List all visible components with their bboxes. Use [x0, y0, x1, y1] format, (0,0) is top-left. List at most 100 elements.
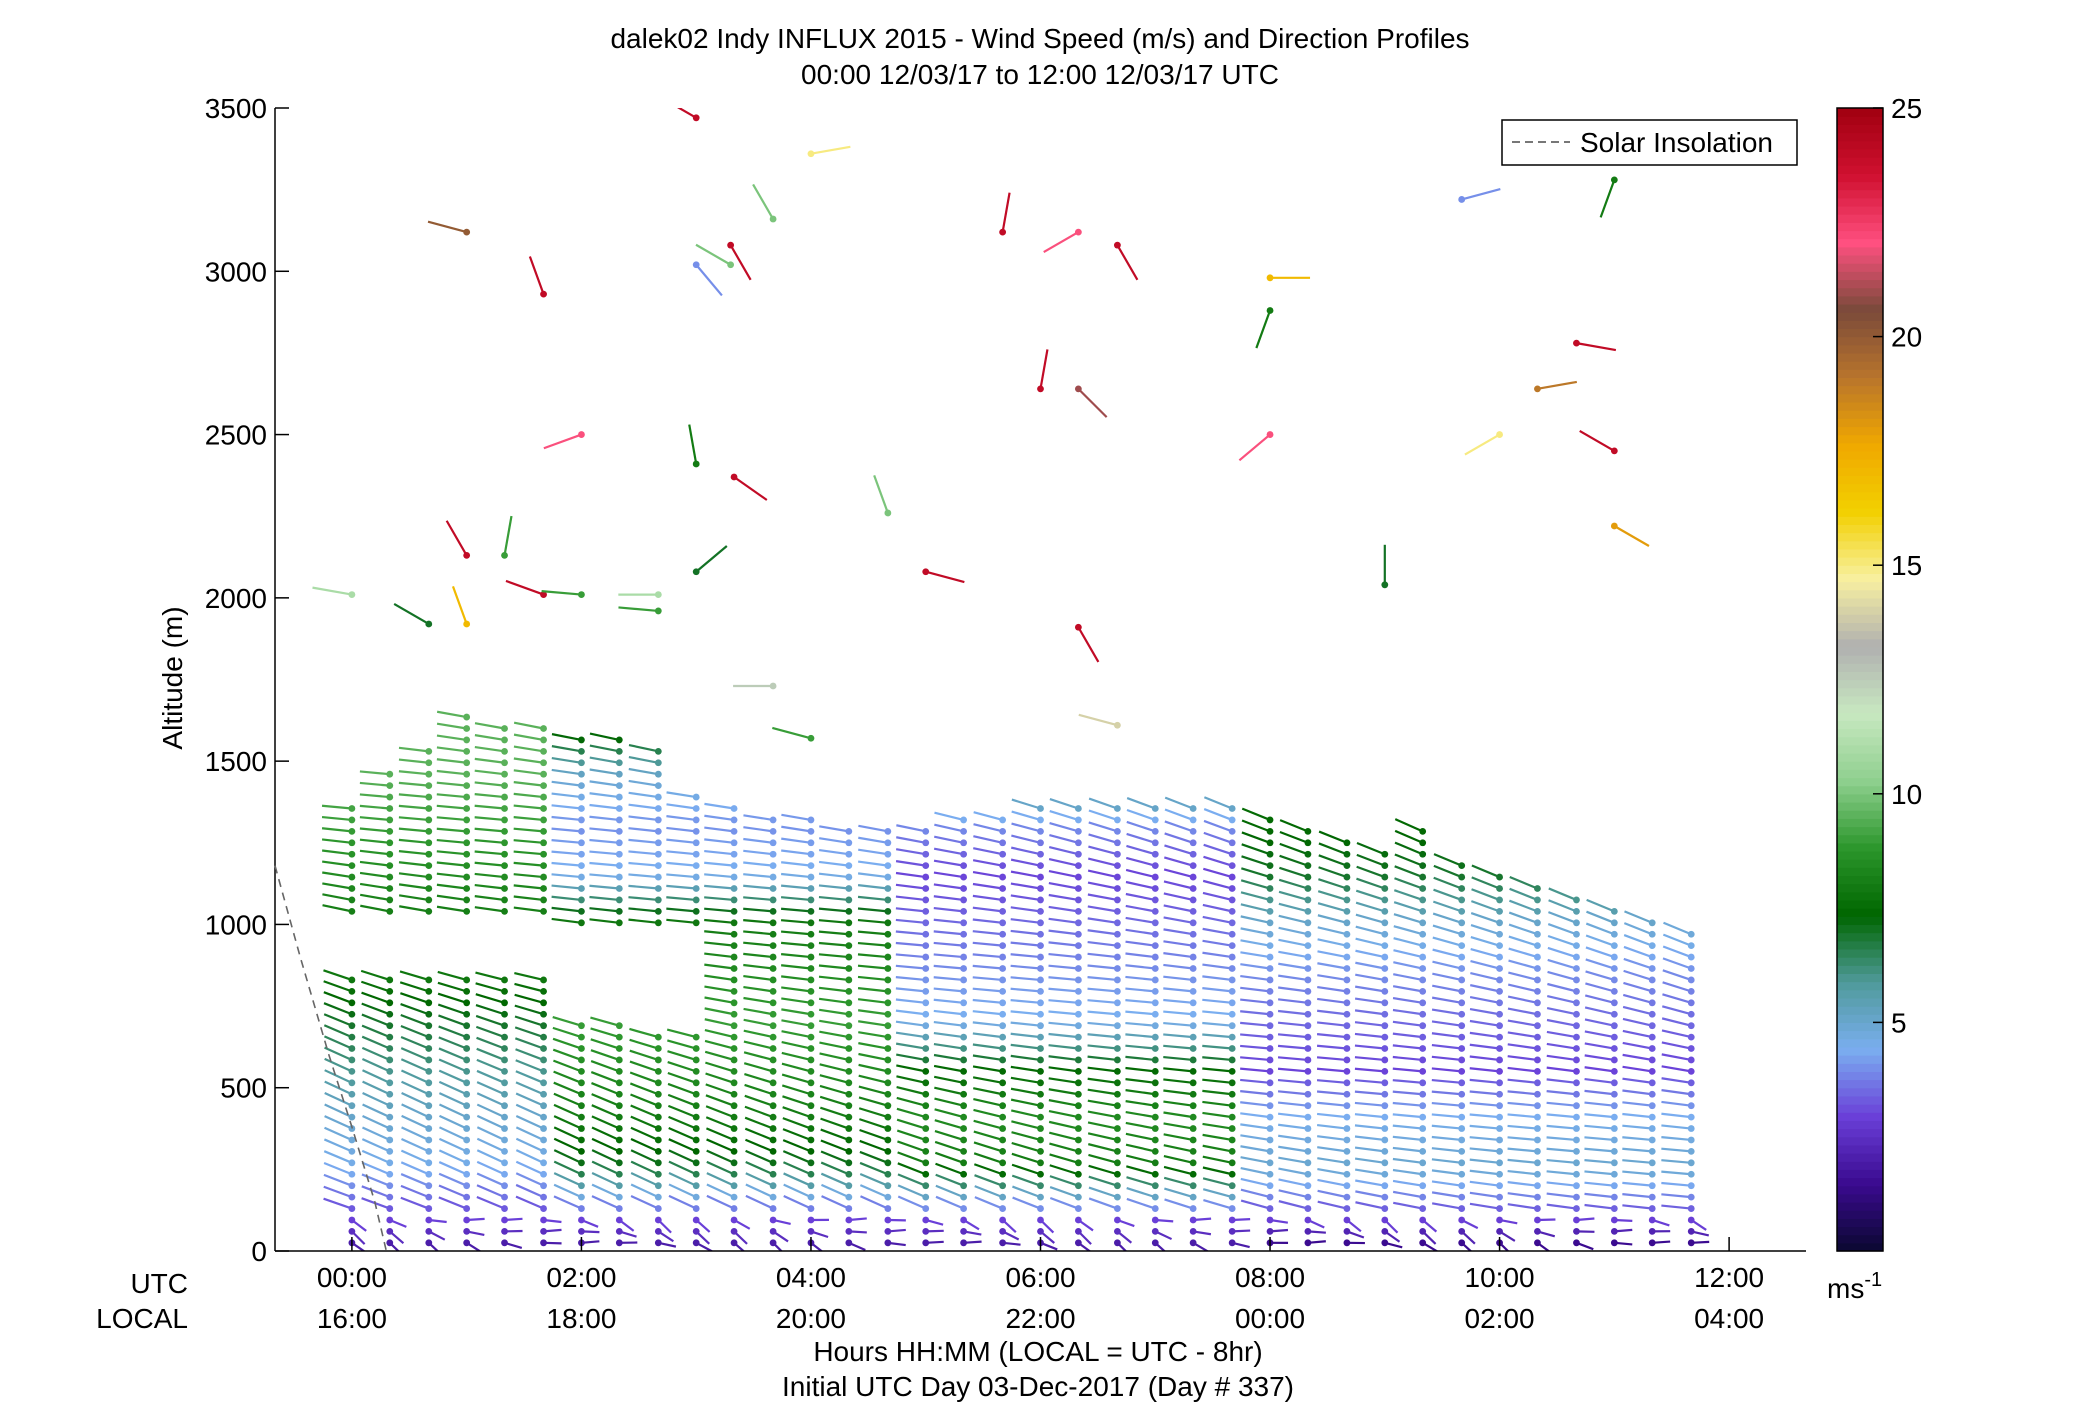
wind-barb-shaft [1125, 1033, 1156, 1039]
wind-barb-point [578, 759, 585, 767]
colorbar-swatch [1837, 352, 1883, 362]
wind-barb-point [807, 1193, 815, 1201]
wind-barb-point [1496, 1102, 1503, 1110]
wind-barb-shaft [1509, 899, 1538, 913]
wind-barb-point [769, 682, 777, 690]
wind-barb-point [425, 1010, 433, 1018]
wind-barb-shaft [361, 1138, 391, 1153]
wind-barb-shaft [781, 975, 812, 982]
wind-barb-point [884, 839, 892, 847]
wind-barb-point [1151, 1216, 1159, 1224]
wind-barb-shaft [1126, 844, 1156, 856]
wind-barb-point [1304, 987, 1312, 995]
wind-barb-point [1266, 862, 1274, 870]
wind-barb-point [807, 976, 815, 984]
wind-barb-shaft [589, 895, 620, 902]
wind-barb-shaft [706, 1183, 735, 1199]
wind-barb-shaft [704, 896, 735, 902]
wind-barb-shaft [1661, 1005, 1692, 1016]
colorbar-swatch [1837, 467, 1883, 476]
wind-barb-shaft [1048, 881, 1079, 890]
wind-barb-point [730, 1205, 738, 1212]
wind-barb-shaft [1277, 1078, 1309, 1084]
wind-barb-shaft [1507, 1078, 1538, 1084]
wind-barb-point [807, 1216, 815, 1224]
wind-barb-point [540, 1182, 547, 1190]
colorbar-swatch [1837, 818, 1883, 828]
wind-barb-shaft [438, 1036, 468, 1050]
wind-barb-shaft [895, 964, 926, 970]
wind-barb-shaft [1202, 927, 1233, 936]
wind-barb-shaft [475, 1004, 505, 1016]
wind-barb-point [463, 1125, 471, 1132]
wind-barb-shaft [1163, 1133, 1194, 1142]
wind-barb-point [1074, 965, 1082, 972]
wind-barb-shaft [1431, 1147, 1462, 1153]
wind-barb-point [1534, 999, 1541, 1007]
wind-barb-shaft [590, 1071, 620, 1084]
colorbar-swatch [1837, 695, 1883, 705]
wind-barb-shaft [1001, 192, 1011, 233]
wind-barb-point [1381, 1033, 1389, 1041]
wind-barb-point [922, 999, 930, 1007]
wind-barb-point [1228, 885, 1236, 892]
wind-barb-point [654, 873, 662, 881]
wind-barb-point [425, 1102, 433, 1110]
wind-barb-shaft [1125, 880, 1156, 890]
wind-barb-shaft [359, 770, 390, 776]
wind-barb-point [960, 816, 968, 824]
wind-barb-point [425, 907, 433, 915]
wind-barb-shaft [1078, 713, 1118, 727]
wind-barb-shaft [438, 1092, 468, 1107]
wind-barb-shaft [628, 827, 659, 833]
wind-barb-point [1304, 1125, 1312, 1132]
wind-barb-point [501, 1125, 508, 1132]
wind-barb-shaft [704, 974, 735, 982]
wind-barb-shaft [474, 745, 505, 753]
wind-barb-shaft [1241, 831, 1271, 844]
wind-barb-shaft [1355, 937, 1386, 947]
wind-barb-shaft [1240, 1033, 1271, 1039]
wind-barb-point [1151, 1090, 1159, 1098]
wind-barb-shaft [1087, 952, 1118, 959]
wind-barb-shaft [973, 847, 1003, 856]
wind-barb-shaft [705, 1083, 735, 1096]
wind-barb-point [1113, 999, 1121, 1007]
wind-barb-shaft [1010, 1109, 1041, 1119]
wind-barb-point [540, 1125, 547, 1132]
wind-barb-shaft [1548, 899, 1577, 913]
wind-barb-shaft [551, 827, 582, 833]
wind-barb-shaft [780, 896, 812, 902]
wind-barb-point [1381, 873, 1389, 881]
wind-barb-shaft [743, 1062, 774, 1073]
colorbar-swatch [1837, 622, 1883, 632]
wind-barb-point [999, 1159, 1007, 1167]
wind-barb-point [807, 907, 815, 915]
wind-barb-shaft [630, 1149, 659, 1164]
wind-barb-shaft [1316, 1112, 1348, 1119]
wind-barb-shaft [361, 1013, 391, 1027]
wind-barb-point [615, 896, 623, 904]
wind-barb-point [501, 552, 508, 559]
wind-barb-shaft [1316, 1033, 1348, 1039]
wind-barb-shaft [590, 1016, 620, 1027]
wind-barb-shaft [1355, 1201, 1386, 1210]
wind-barb-point [1228, 1090, 1236, 1098]
wind-barb-shaft [1586, 910, 1615, 924]
wind-barb-shaft [1203, 808, 1233, 821]
wind-barb-shaft [324, 1115, 353, 1130]
wind-barb-shaft [515, 1114, 545, 1130]
wind-barb-shaft [1394, 818, 1424, 833]
wind-barb-shaft [1240, 974, 1271, 982]
wind-barb-point [348, 896, 356, 904]
wind-barb-shaft [628, 803, 659, 810]
wind-barb-point [1343, 1102, 1351, 1110]
wind-barb-point [615, 770, 623, 778]
wind-barb-point [845, 1193, 853, 1201]
wind-barb-point [845, 1045, 853, 1052]
wind-barb-point [692, 1136, 700, 1144]
wind-barb-point [730, 1033, 738, 1041]
wind-barb-point [845, 1090, 853, 1098]
wind-barb-shaft [1584, 1030, 1615, 1039]
colorbar-swatch [1837, 597, 1883, 607]
